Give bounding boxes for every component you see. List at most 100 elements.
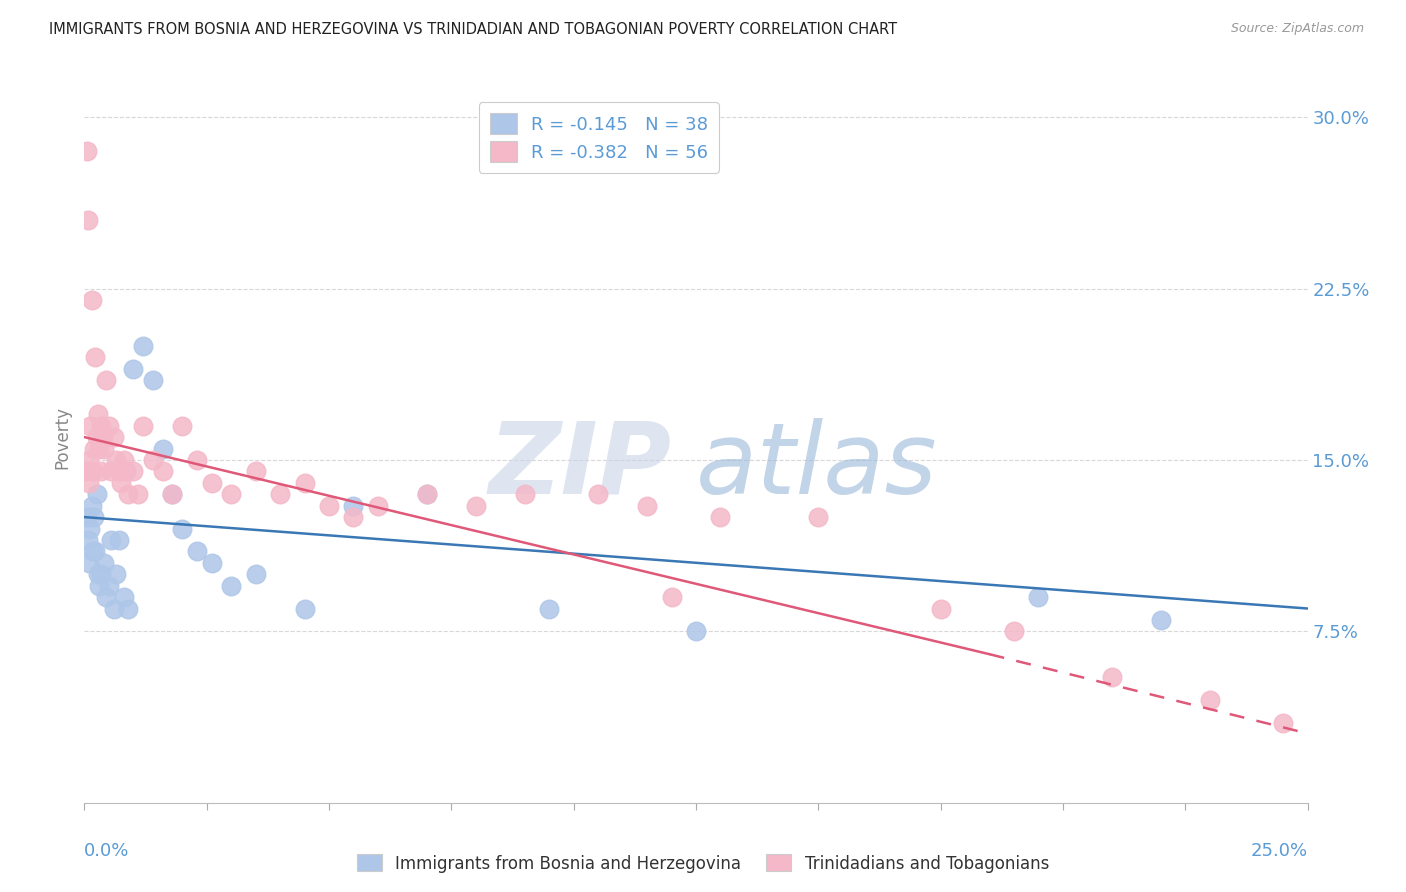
Point (367, 499, 389, 513)
Point (112, 453, 135, 467)
Point (103, 430, 125, 444)
Point (107, 464, 129, 478)
Point (103, 601, 125, 615)
Point (77, 533, 100, 547)
Point (142, 373, 165, 387)
Point (83, 442, 105, 456)
Point (93, 556, 115, 570)
Point (105, 453, 128, 467)
Point (107, 533, 129, 547)
Point (83, 510, 105, 524)
Point (709, 510, 731, 524)
Point (79, 418, 101, 433)
Point (115, 464, 138, 478)
Point (132, 338, 155, 352)
Point (294, 601, 316, 615)
Text: ZIP: ZIP (488, 417, 672, 515)
Point (122, 464, 145, 478)
Point (86, 487, 108, 501)
Point (76, 510, 98, 524)
Point (636, 499, 658, 513)
Point (82, 544, 104, 558)
Point (91, 430, 114, 444)
Point (87, 579, 110, 593)
Point (172, 418, 194, 433)
Point (807, 510, 830, 524)
Point (84, 544, 107, 558)
Point (1002, 624, 1025, 639)
Point (77, 556, 100, 570)
Point (513, 487, 536, 501)
Point (100, 533, 122, 547)
Point (342, 499, 364, 513)
Point (416, 487, 439, 501)
Point (200, 475, 222, 490)
Point (97, 579, 120, 593)
Point (219, 487, 242, 501)
Text: Source: ZipAtlas.com: Source: ZipAtlas.com (1230, 22, 1364, 36)
Point (186, 453, 208, 467)
Point (76, 145, 98, 159)
Point (90, 567, 112, 582)
Point (93, 442, 115, 456)
Point (77, 475, 100, 490)
Point (538, 601, 561, 615)
Point (219, 579, 242, 593)
Point (245, 567, 267, 582)
Point (132, 418, 155, 433)
Text: atlas: atlas (696, 417, 938, 515)
Point (110, 475, 132, 490)
Point (80, 499, 103, 513)
Point (186, 544, 208, 558)
Point (294, 475, 316, 490)
Point (84, 350, 107, 364)
Point (685, 624, 707, 639)
Point (87, 407, 110, 421)
Point (342, 510, 364, 524)
Point (87, 567, 110, 582)
Point (100, 464, 122, 478)
Point (90, 464, 112, 478)
Point (122, 361, 145, 376)
Text: IMMIGRANTS FROM BOSNIA AND HERZEGOVINA VS TRINIDADIAN AND TOBAGONIAN POVERTY COR: IMMIGRANTS FROM BOSNIA AND HERZEGOVINA V… (49, 22, 897, 37)
Point (1150, 613, 1173, 627)
Point (76, 213, 98, 227)
Point (97, 418, 120, 433)
Point (416, 487, 439, 501)
Point (117, 601, 139, 615)
Point (80, 293, 103, 307)
Point (269, 487, 291, 501)
Point (162, 487, 184, 501)
Legend: R = -0.145   N = 38, R = -0.382   N = 56: R = -0.145 N = 38, R = -0.382 N = 56 (478, 103, 718, 173)
Point (112, 590, 135, 604)
Point (117, 487, 139, 501)
Point (87, 442, 110, 456)
Point (929, 601, 952, 615)
Point (1198, 693, 1220, 707)
Point (162, 487, 184, 501)
Legend: Immigrants from Bosnia and Herzegovina, Trinidadians and Tobagonians: Immigrants from Bosnia and Herzegovina, … (350, 847, 1056, 880)
Y-axis label: Poverty: Poverty (53, 406, 72, 468)
Text: 25.0%: 25.0% (1250, 842, 1308, 860)
Point (77, 453, 100, 467)
Point (82, 464, 104, 478)
Text: 0.0%: 0.0% (84, 842, 129, 860)
Point (200, 556, 222, 570)
Point (96, 373, 118, 387)
Point (152, 464, 174, 478)
Point (172, 521, 194, 535)
Point (464, 499, 486, 513)
Point (1101, 670, 1123, 684)
Point (661, 590, 683, 604)
Point (318, 499, 340, 513)
Point (245, 464, 267, 478)
Point (75, 464, 97, 478)
Point (152, 442, 174, 456)
Point (127, 487, 149, 501)
Point (1272, 715, 1295, 730)
Point (79, 521, 101, 535)
Point (1028, 590, 1050, 604)
Point (89, 418, 111, 433)
Point (586, 487, 609, 501)
Point (105, 567, 128, 582)
